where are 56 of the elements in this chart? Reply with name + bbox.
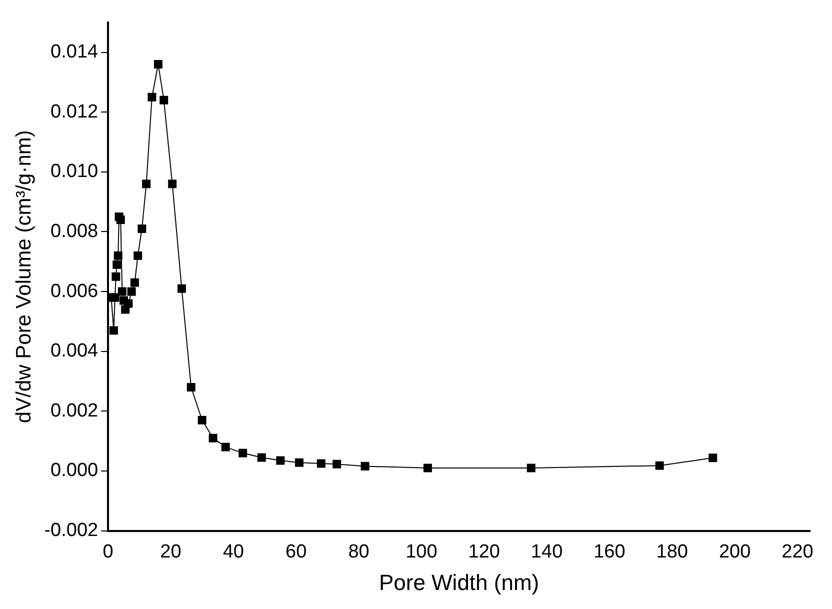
x-tick-label: 160 xyxy=(594,541,626,562)
y-tick-label: 0.014 xyxy=(50,42,99,63)
point xyxy=(708,454,718,462)
y-tick-label: -0.002 xyxy=(44,520,98,542)
point xyxy=(238,448,248,458)
point xyxy=(148,92,156,102)
point xyxy=(423,464,432,472)
point xyxy=(526,464,536,472)
point xyxy=(142,180,151,188)
point xyxy=(116,216,125,224)
point xyxy=(134,251,142,260)
point xyxy=(124,299,133,308)
point xyxy=(186,383,196,392)
y-tick-label: 0.000 xyxy=(50,460,98,482)
point xyxy=(154,60,162,69)
x-tick-label: 60 xyxy=(286,541,307,562)
x-tick-label: 120 xyxy=(468,541,500,562)
point xyxy=(127,287,136,296)
point xyxy=(160,96,168,104)
y-axis-title: dV/dw Pore Volume (cm³/g·nm) xyxy=(12,130,36,424)
point xyxy=(110,293,120,302)
x-axis-title: Pore Width (nm) xyxy=(378,570,540,595)
x-tick-label: 200 xyxy=(718,541,751,562)
y-tick-label: 0.010 xyxy=(50,161,98,182)
point xyxy=(130,278,139,287)
point xyxy=(221,442,230,452)
x-tick-label: 220 xyxy=(782,541,814,562)
y-tick-label: 0.012 xyxy=(50,101,98,122)
y-tick-label: 0.002 xyxy=(50,400,98,422)
y-tick-label: 0.004 xyxy=(50,340,99,362)
point xyxy=(109,326,118,335)
x-tick-label: 40 xyxy=(222,541,244,562)
point xyxy=(138,224,146,233)
point xyxy=(168,180,177,188)
point xyxy=(114,251,122,260)
point xyxy=(655,461,664,470)
point xyxy=(360,462,370,470)
point xyxy=(112,272,120,281)
y-tick-label: 0.008 xyxy=(50,220,98,242)
point xyxy=(316,459,326,468)
point xyxy=(257,453,266,462)
point xyxy=(332,460,342,468)
point xyxy=(112,260,122,269)
x-tick-label: 20 xyxy=(160,541,182,562)
y-tick-label: 0.006 xyxy=(50,280,98,302)
x-tick-label: 140 xyxy=(530,541,563,562)
point xyxy=(198,416,206,424)
point xyxy=(208,434,218,442)
x-tick-label: 0 xyxy=(102,541,114,562)
x-tick-label: 80 xyxy=(348,541,370,562)
x-tick-label: 180 xyxy=(656,541,688,562)
point xyxy=(118,287,126,296)
point xyxy=(294,458,304,467)
point xyxy=(276,456,285,465)
x-tick-label: 100 xyxy=(406,541,438,562)
point xyxy=(177,284,186,293)
